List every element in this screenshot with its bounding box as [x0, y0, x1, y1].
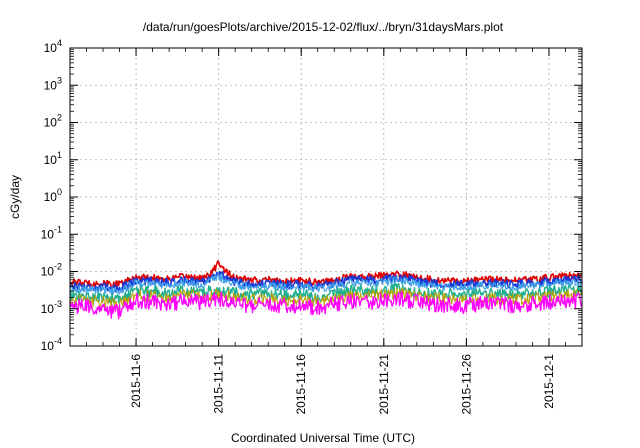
x-tick-label: 2015-11-16	[294, 354, 308, 415]
x-tick-label: 2015-12-1	[542, 354, 556, 409]
y-tick-label: 10-3	[41, 299, 62, 316]
y-tick-label: 101	[44, 150, 62, 167]
y-tick-label: 10-4	[41, 336, 62, 353]
axis-ticks	[70, 47, 582, 347]
x-tick-label: 2015-11-6	[129, 354, 143, 408]
series-layer	[69, 260, 583, 320]
y-tick-label: 10-1	[41, 224, 62, 241]
y-tick-labels: 10-4 10-3 10-2 10-1 100 101 102 103 104	[41, 38, 62, 353]
grid-lines	[70, 48, 582, 346]
y-tick-label: 103	[44, 75, 62, 92]
y-tick-label: 102	[44, 113, 62, 130]
x-axis-label: Coordinated Universal Time (UTC)	[231, 431, 415, 445]
series-line-5	[69, 287, 583, 310]
x-tick-label: 2015-11-11	[212, 354, 226, 414]
y-axis-label: cGy/day	[8, 175, 22, 219]
x-tick-label: 2015-11-26	[459, 354, 473, 415]
y-tick-label: 10-2	[41, 262, 62, 279]
y-tick-label: 100	[44, 187, 62, 204]
x-tick-label: 2015-11-21	[377, 354, 391, 415]
series-line-2	[69, 270, 583, 293]
chart-title: /data/run/goesPlots/archive/2015-12-02/f…	[143, 20, 504, 34]
y-tick-label: 104	[44, 38, 62, 55]
series-line-6	[69, 291, 583, 320]
x-tick-labels: 2015-11-6 2015-11-11 2015-11-16 2015-11-21 2…	[129, 354, 556, 415]
